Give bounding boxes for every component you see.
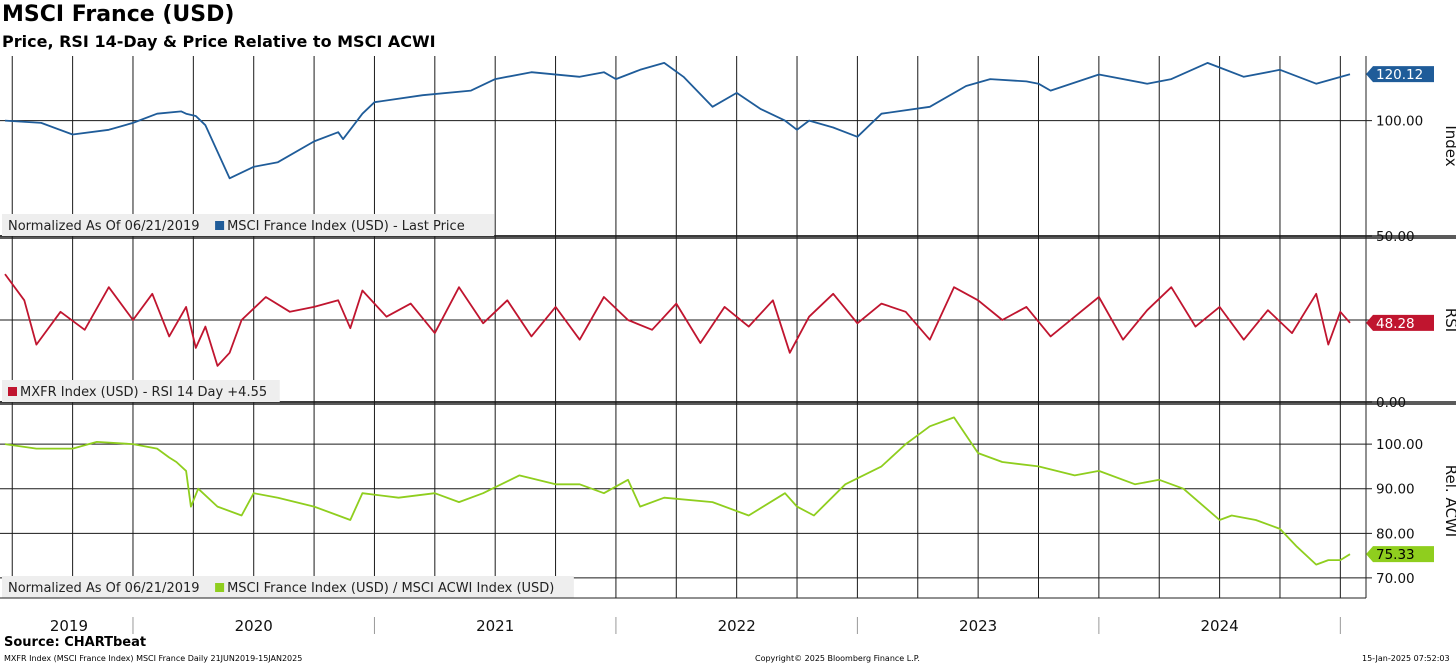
last-value-tag-relative: 75.33 xyxy=(1366,546,1434,563)
y-tick-label: 0.00 xyxy=(1376,395,1406,411)
legend-note: Normalized As Of 06/21/2019 xyxy=(8,219,200,234)
last-value-tag-rsi: 48.28 xyxy=(1366,314,1434,332)
legend-layer: Normalized As Of 06/21/2019 MSCI France I… xyxy=(2,214,574,598)
y-tick-label: 100.00 xyxy=(1376,437,1423,453)
y-tick-label: 50.00 xyxy=(1376,229,1415,245)
legend-relative: Normalized As Of 06/21/2019 MSCI France I… xyxy=(2,576,574,598)
x-year-label: 2021 xyxy=(476,617,514,635)
legend-box xyxy=(2,214,495,236)
axis-title-price: Index xyxy=(1442,125,1456,166)
chart-title: MSCI France (USD) xyxy=(2,2,235,27)
series-layer xyxy=(4,62,1351,566)
legend-series-label: MSCI France Index (USD) - Last Price xyxy=(227,219,465,234)
legend-swatch xyxy=(215,221,225,230)
y-tick-label: 70.00 xyxy=(1376,571,1415,587)
panel-separator xyxy=(0,235,1456,239)
last-value-tag-price: 120.12 xyxy=(1366,66,1434,83)
legend-box xyxy=(2,576,574,598)
legend-swatch xyxy=(8,387,17,396)
footer-copyright: Copyright© 2025 Bloomberg Finance L.P. xyxy=(755,654,920,663)
x-year-label: 2024 xyxy=(1201,617,1239,635)
legend-series-label: MXFR Index (USD) - RSI 14 Day +4.55 xyxy=(20,385,267,400)
x-year-label: 2020 xyxy=(235,617,273,635)
y-tick-label: 80.00 xyxy=(1376,526,1415,542)
last-value-label: 48.28 xyxy=(1376,316,1415,332)
panels-background xyxy=(0,235,1456,405)
y-tick-label: 90.00 xyxy=(1376,482,1415,498)
source-note: Source: CHARTbeat xyxy=(4,635,147,650)
chart-subtitle: Price, RSI 14-Day & Price Relative to MS… xyxy=(2,32,436,51)
series-line-rsi xyxy=(4,273,1351,367)
axis-layer: 100.00 50.00 120.12 Index 0.00 48.28 RSI 100.00… xyxy=(0,56,1456,635)
legend-series-label: MSCI France Index (USD) / MSCI ACWI Inde… xyxy=(227,581,554,596)
series-line-relative xyxy=(4,416,1351,566)
last-value-tag-bg xyxy=(1366,546,1434,563)
x-year-label: 2019 xyxy=(50,617,88,635)
series-line-price xyxy=(4,62,1351,180)
last-value-label: 75.33 xyxy=(1376,547,1415,563)
horizontal-gridlines xyxy=(0,120,1372,579)
y-tick-label: 100.00 xyxy=(1376,114,1423,130)
footer-timestamp: 15-Jan-2025 07:52:03 xyxy=(1362,654,1450,663)
x-year-label: 2022 xyxy=(718,617,756,635)
legend-note: Normalized As Of 06/21/2019 xyxy=(8,581,200,596)
legend-box xyxy=(2,380,280,402)
axis-title-rsi: RSI xyxy=(1442,308,1456,332)
footer-index-note: MXFR Index (MSCI France Index) MSCI Fran… xyxy=(4,654,303,663)
x-year-label: 2023 xyxy=(959,617,997,635)
legend-swatch xyxy=(215,583,225,592)
legend-rsi: MXFR Index (USD) - RSI 14 Day +4.55 xyxy=(2,380,280,402)
panel-separator xyxy=(0,401,1456,405)
axis-title-relative: Rel. ACWI xyxy=(1442,465,1456,537)
last-value-tag-bg xyxy=(1366,66,1434,83)
last-value-label: 120.12 xyxy=(1376,67,1423,83)
last-value-tag-bg xyxy=(1366,314,1434,331)
vertical-gridlines xyxy=(11,56,1341,598)
legend-price: Normalized As Of 06/21/2019 MSCI France I… xyxy=(2,214,495,236)
